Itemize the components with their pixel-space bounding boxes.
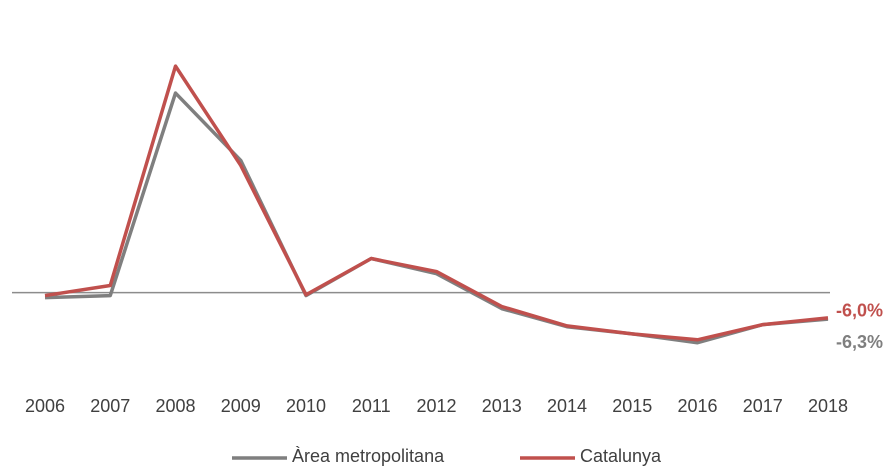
data-label: -6,3% bbox=[836, 332, 883, 352]
x-tick-label: 2012 bbox=[416, 396, 456, 416]
x-tick-label: 2016 bbox=[677, 396, 717, 416]
series-line bbox=[44, 91, 829, 345]
data-label: -6,0% bbox=[836, 301, 883, 321]
x-tick-label: 2011 bbox=[352, 396, 391, 416]
x-tick-label: 2015 bbox=[612, 396, 652, 416]
series-line bbox=[44, 64, 829, 342]
x-tick-label: 2013 bbox=[482, 396, 522, 416]
x-tick-label: 2009 bbox=[221, 396, 261, 416]
x-tick-label: 2008 bbox=[155, 396, 195, 416]
x-tick-label: 2018 bbox=[808, 396, 848, 416]
x-tick-label: 2010 bbox=[286, 396, 326, 416]
x-tick-label: 2007 bbox=[90, 396, 130, 416]
x-tick-label: 2014 bbox=[547, 396, 587, 416]
x-tick-label: 2006 bbox=[25, 396, 65, 416]
legend-label: Catalunya bbox=[580, 446, 662, 466]
legend-label: Àrea metropolitana bbox=[292, 446, 445, 466]
x-tick-label: 2017 bbox=[743, 396, 783, 416]
